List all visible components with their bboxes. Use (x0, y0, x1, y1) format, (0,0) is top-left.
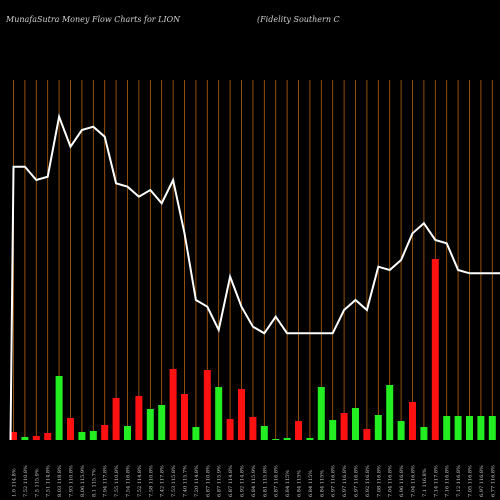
money-flow-bar (397, 421, 405, 440)
x-tick-label: 7.20 114.8% (194, 465, 200, 497)
money-flow-bar (146, 409, 154, 440)
money-flow-bar (283, 438, 291, 440)
money-flow-bar (192, 427, 200, 440)
money-flow-bar (78, 432, 86, 440)
x-tick-label: 6.97 116.8% (331, 465, 337, 497)
money-flow-bar (386, 385, 394, 440)
x-tick-label: 7.05 116.8% (468, 465, 474, 497)
x-tick-label: 8.1 115.7% (91, 468, 97, 497)
money-flow-bar (340, 413, 348, 440)
x-tick-label: 7.04 116.8% (411, 465, 417, 497)
x-tick-label: 6.97 116.8% (479, 465, 485, 497)
money-flow-bar (488, 416, 496, 440)
x-tick-label: 6.92 114.8% (240, 465, 246, 497)
money-flow-bar (238, 389, 245, 440)
money-flow-bar (272, 439, 280, 440)
x-tick-label: 6.87 116.8% (274, 465, 280, 497)
money-flow-bar (431, 259, 439, 440)
money-flow-bar (112, 398, 120, 440)
money-flow-bar (306, 438, 314, 440)
x-tick-label: 1.0 114.8% (12, 468, 18, 497)
x-tick-label: 7.5 115.9% (34, 468, 40, 497)
x-tick-label: 6.77 116.8% (490, 465, 496, 497)
x-tick-label: 6.84 115% (285, 470, 291, 497)
money-flow-bar (420, 427, 428, 440)
x-tick-label: 7.12 116.8% (456, 465, 462, 497)
money-flow-bar (295, 421, 302, 440)
x-tick-label: 6.87 115.9% (217, 465, 223, 497)
x-tick-label: 6.87 110.8% (205, 465, 211, 497)
money-flow-bar (477, 416, 485, 440)
x-tick-label: 6.92 116.8% (365, 465, 371, 497)
money-flow-bar (352, 408, 359, 440)
x-tick-label: 7.58 110.8% (148, 465, 154, 497)
x-tick-label: 8.03 118.8% (57, 465, 63, 497)
chart-title: MunafaSutra Money Flow Charts for LION (6, 15, 181, 24)
x-tick-labels: 1.0 114.8% 7.52 110.8% 7.5 115.9% 7.51 114.… (12, 465, 497, 497)
money-flow-bar (135, 396, 143, 440)
x-tick-label: 6.96 116.8% (399, 465, 405, 497)
x-tick-label: 7.1 116.8% (422, 468, 428, 497)
price-line (9, 113, 500, 441)
x-tick-label: 7.14 117.8% (433, 465, 439, 497)
x-tick-label: 8.06 115.9% (80, 465, 86, 497)
x-tick-label: 6.84 115% (297, 470, 303, 497)
x-tick-label: 6.87 114.8% (228, 465, 234, 497)
money-flow-bar (249, 417, 257, 440)
money-flow-bar (203, 370, 211, 440)
money-flow-bar (466, 416, 473, 440)
money-flow-bar (158, 405, 166, 440)
company-name: (Fidelity Southern C (257, 15, 340, 24)
x-tick-label: 6.97 116.8% (354, 465, 360, 497)
x-tick-label: 7.53 115.8% (171, 465, 177, 497)
x-tick-label: 7.52 110.8% (23, 465, 29, 497)
money-flow-bar (409, 402, 416, 440)
money-flow-bar (32, 436, 40, 440)
x-tick-label: 6.97 116.8% (342, 465, 348, 497)
x-tick-label: 6.84 115% (319, 470, 325, 497)
money-flow-bar (181, 394, 188, 440)
money-flow-bars (10, 259, 496, 440)
money-flow-bar (101, 425, 109, 440)
gridlines (13, 80, 493, 440)
x-tick-label: 7.08 116.8% (376, 465, 382, 497)
money-flow-bar (124, 426, 131, 440)
money-flow-bar (169, 369, 177, 440)
x-tick-label: 7.54 116.8% (126, 465, 132, 497)
money-flow-bar (363, 429, 371, 440)
x-tick-label: 6.81 115.8% (262, 465, 268, 497)
money-flow-bar (44, 433, 52, 440)
money-flow-bar (260, 426, 268, 440)
x-tick-label: 7.52 114.8% (137, 465, 143, 497)
x-tick-label: 7.16 116.8% (445, 465, 451, 497)
money-flow-bar (55, 376, 63, 440)
x-tick-label: 6.84 115% (308, 470, 314, 497)
money-flow-bar (329, 420, 337, 440)
x-tick-label: 7.42 117.8% (160, 465, 166, 497)
x-tick-label: 7.55 110.8% (114, 465, 120, 497)
money-flow-bar (226, 419, 234, 440)
x-tick-label: 7.40 115.7% (183, 465, 189, 497)
x-tick-label: 7.93 110.8% (69, 465, 75, 497)
money-flow-bar (89, 431, 97, 440)
money-flow-bar (215, 387, 223, 440)
money-flow-bar (21, 437, 29, 440)
x-tick-label: 6.84 115.9% (251, 465, 257, 497)
x-tick-label: 7.04 116.8% (388, 465, 394, 497)
money-flow-bar (67, 418, 74, 440)
money-flow-bar (443, 416, 451, 440)
money-flow-bar (454, 416, 462, 440)
money-flow-bar (317, 387, 325, 440)
x-tick-label: 7.51 114.8% (46, 465, 52, 497)
money-flow-bar (10, 432, 17, 440)
x-tick-label: 7.94 117.8% (103, 465, 109, 497)
money-flow-bar (374, 415, 382, 440)
